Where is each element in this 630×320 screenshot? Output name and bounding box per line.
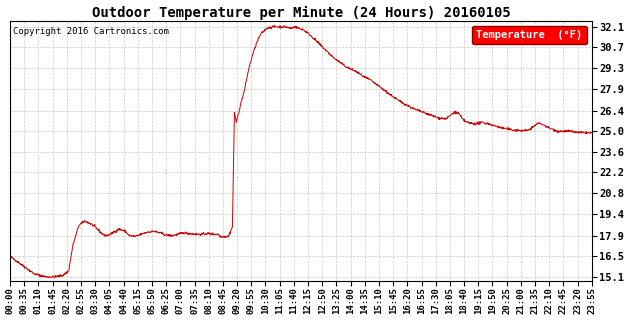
- Legend: Temperature  (°F): Temperature (°F): [472, 26, 587, 44]
- Title: Outdoor Temperature per Minute (24 Hours) 20160105: Outdoor Temperature per Minute (24 Hours…: [91, 5, 510, 20]
- Text: Copyright 2016 Cartronics.com: Copyright 2016 Cartronics.com: [13, 28, 169, 36]
